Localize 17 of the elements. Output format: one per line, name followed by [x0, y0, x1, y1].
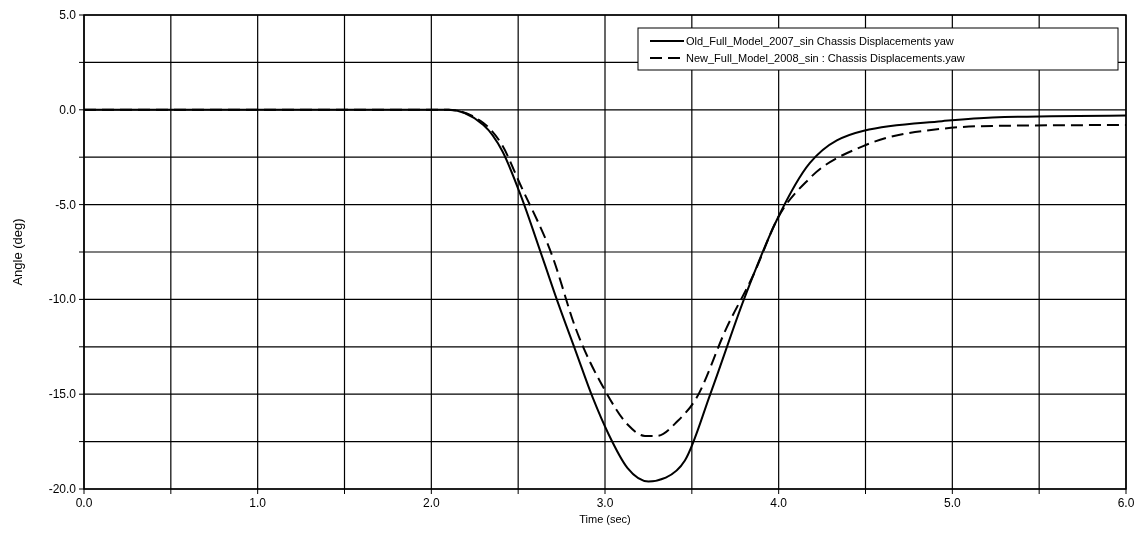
legend-label: New_Full_Model_2008_sin : Chassis Displacements.yaw: [686, 52, 965, 64]
y-tick-label: 0.0: [59, 102, 77, 117]
y-tick-label: -5.0: [55, 197, 77, 212]
legend-label: Old_Full_Model_2007_sin Chassis Displacements yaw: [686, 35, 954, 47]
y-tick-label: -20.0: [48, 482, 77, 496]
y-tick-label: -10.0: [48, 292, 77, 307]
x-tick-label: 6.0: [1117, 496, 1135, 510]
x-tick-label: 5.0: [943, 496, 961, 510]
y-tick-label: 5.0: [59, 8, 77, 22]
y-tick-label: -15.0: [48, 387, 77, 402]
x-tick-label: 4.0: [770, 496, 788, 510]
x-tick-label: 2.0: [422, 496, 440, 510]
x-tick-label: 3.0: [596, 496, 614, 510]
x-tick-label: 1.0: [249, 496, 267, 510]
y-axis-title: Angle (deg): [10, 218, 25, 286]
x-tick-label: 0.0: [75, 496, 93, 510]
x-axis-title: Time (sec): [579, 513, 631, 525]
